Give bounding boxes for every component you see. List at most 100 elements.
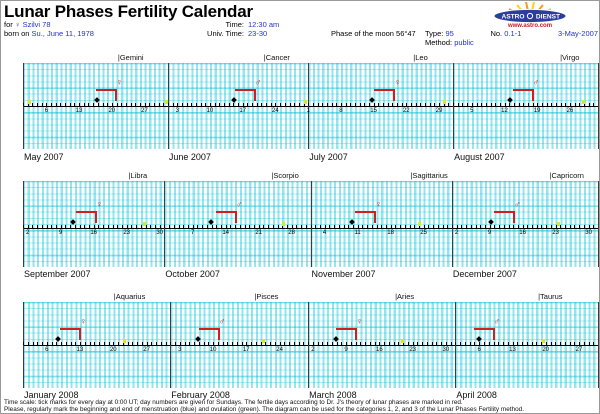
day-tick bbox=[448, 103, 450, 106]
day-tick bbox=[298, 342, 300, 345]
day-tick bbox=[253, 225, 255, 228]
day-tick bbox=[536, 225, 538, 228]
day-tick bbox=[588, 103, 590, 106]
day-tick bbox=[37, 103, 38, 106]
day-tick bbox=[75, 342, 77, 345]
day-tick bbox=[183, 225, 185, 228]
day-tick bbox=[489, 225, 491, 228]
day-tick bbox=[132, 342, 134, 345]
sunday-number: 22 bbox=[402, 108, 410, 114]
yellow-dot-marker bbox=[542, 339, 546, 343]
sunday-number: 3 bbox=[178, 347, 182, 353]
day-tick bbox=[579, 103, 581, 106]
day-tick bbox=[334, 225, 336, 228]
day-tick bbox=[352, 225, 354, 228]
day-tick bbox=[191, 103, 193, 106]
day-tick bbox=[555, 342, 557, 345]
day-tick bbox=[348, 225, 350, 228]
day-tick bbox=[312, 342, 314, 345]
zodiac-ingress-label: |Capricorn bbox=[549, 171, 584, 180]
type-field: Type: 95 bbox=[425, 29, 454, 38]
day-tick bbox=[565, 225, 566, 228]
day-tick bbox=[532, 225, 533, 228]
day-tick bbox=[175, 342, 177, 345]
day-tick bbox=[111, 103, 113, 106]
day-tick bbox=[179, 342, 181, 345]
row-right-edge-line bbox=[598, 302, 599, 388]
day-tick bbox=[163, 103, 165, 106]
day-tick bbox=[474, 342, 476, 345]
day-tick bbox=[508, 225, 510, 228]
day-tick bbox=[441, 342, 443, 345]
day-tick bbox=[275, 103, 277, 106]
day-tick bbox=[422, 342, 424, 345]
sunday-number: 16 bbox=[376, 347, 383, 353]
day-tick bbox=[93, 103, 95, 106]
day-tick bbox=[526, 342, 528, 345]
month-boundary-line bbox=[23, 181, 24, 267]
day-tick bbox=[412, 342, 414, 345]
day-tick bbox=[203, 342, 205, 345]
sunday-number: 18 bbox=[387, 230, 394, 236]
month-label: August 2007 bbox=[454, 152, 505, 162]
day-tick bbox=[550, 342, 552, 345]
sunday-number: 3 bbox=[175, 108, 179, 114]
day-tick bbox=[545, 342, 547, 345]
day-tick bbox=[303, 342, 305, 345]
day-tick bbox=[173, 225, 175, 228]
day-tick bbox=[122, 342, 124, 345]
day-tick bbox=[261, 103, 263, 106]
day-tick bbox=[574, 103, 576, 106]
day-tick bbox=[319, 225, 321, 228]
day-tick bbox=[327, 342, 329, 345]
month-label: January 2008 bbox=[24, 390, 79, 400]
day-tick bbox=[453, 103, 455, 106]
sunday-number: 1 bbox=[306, 108, 310, 114]
zodiac-ingress-label: |Leo bbox=[413, 53, 428, 62]
day-tick bbox=[343, 225, 345, 228]
day-tick bbox=[55, 103, 57, 106]
day-tick bbox=[117, 225, 119, 228]
month-boundary-line bbox=[308, 63, 310, 149]
day-tick bbox=[546, 225, 548, 228]
yellow-dot-marker bbox=[304, 100, 308, 104]
no-value: 0.1-1 bbox=[504, 29, 522, 38]
day-tick bbox=[451, 225, 453, 228]
day-tick bbox=[27, 342, 29, 345]
zodiac-ingress-label: |Taurus bbox=[538, 292, 563, 301]
day-tick bbox=[235, 225, 237, 228]
day-tick bbox=[69, 103, 71, 106]
day-tick bbox=[244, 225, 246, 228]
sunday-number: 25 bbox=[420, 230, 427, 236]
day-tick bbox=[467, 103, 469, 106]
day-tick bbox=[164, 225, 166, 228]
month-label: July 2007 bbox=[309, 152, 348, 162]
day-tick bbox=[379, 342, 381, 345]
day-tick bbox=[411, 103, 412, 106]
day-tick bbox=[265, 342, 267, 345]
fertile-days-bar bbox=[473, 328, 495, 330]
day-tick bbox=[346, 342, 348, 345]
day-tick bbox=[230, 225, 232, 228]
day-tick bbox=[228, 103, 230, 106]
mars-symbol-icon: ♂ bbox=[218, 316, 226, 326]
phase-recurrence-bar bbox=[217, 328, 220, 340]
venus-symbol-icon: ♀ bbox=[394, 77, 401, 87]
month-label: April 2008 bbox=[456, 390, 497, 400]
day-tick bbox=[485, 103, 487, 106]
day-tick bbox=[493, 342, 495, 345]
day-tick bbox=[51, 342, 53, 345]
day-tick bbox=[385, 225, 387, 228]
day-tick bbox=[532, 103, 534, 106]
sunday-number: 4 bbox=[322, 230, 327, 236]
time-axis bbox=[23, 106, 598, 107]
subject-line: for ♀ Szilvi 78 bbox=[4, 20, 51, 29]
day-tick bbox=[400, 225, 401, 228]
day-tick bbox=[136, 225, 138, 228]
mars-symbol-icon: ♂ bbox=[254, 77, 262, 87]
day-tick bbox=[178, 225, 180, 228]
day-tick bbox=[65, 225, 67, 228]
day-tick bbox=[464, 342, 466, 345]
day-tick bbox=[79, 103, 81, 106]
